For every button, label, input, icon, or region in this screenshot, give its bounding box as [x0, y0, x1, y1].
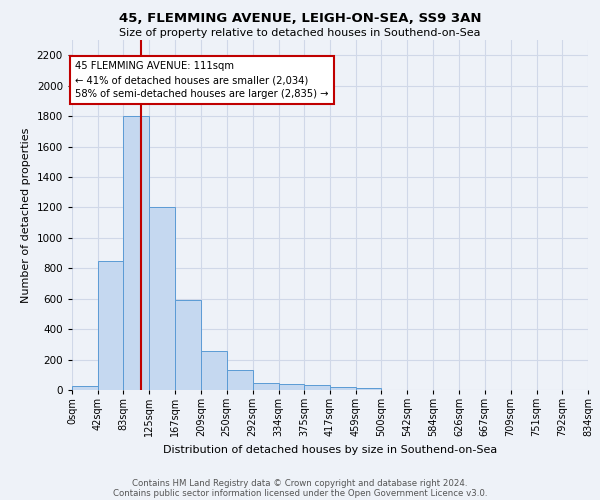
Text: 45, FLEMMING AVENUE, LEIGH-ON-SEA, SS9 3AN: 45, FLEMMING AVENUE, LEIGH-ON-SEA, SS9 3… [119, 12, 481, 26]
Bar [253, 383, 278, 390]
Bar [356, 388, 382, 390]
Text: 45 FLEMMING AVENUE: 111sqm
← 41% of detached houses are smaller (2,034)
58% of s: 45 FLEMMING AVENUE: 111sqm ← 41% of deta… [75, 62, 329, 100]
Bar [304, 386, 330, 390]
Bar [227, 370, 253, 390]
Text: Size of property relative to detached houses in Southend-on-Sea: Size of property relative to detached ho… [119, 28, 481, 38]
Text: Contains HM Land Registry data © Crown copyright and database right 2024.: Contains HM Land Registry data © Crown c… [132, 478, 468, 488]
Y-axis label: Number of detached properties: Number of detached properties [21, 128, 31, 302]
Text: Contains public sector information licensed under the Open Government Licence v3: Contains public sector information licen… [113, 488, 487, 498]
Bar [149, 208, 175, 390]
Bar [202, 351, 227, 390]
Bar [330, 388, 356, 390]
Bar [278, 384, 304, 390]
Bar [175, 300, 202, 390]
Bar [72, 386, 98, 390]
Bar [98, 260, 124, 390]
X-axis label: Distribution of detached houses by size in Southend-on-Sea: Distribution of detached houses by size … [163, 444, 497, 454]
Bar [124, 116, 149, 390]
